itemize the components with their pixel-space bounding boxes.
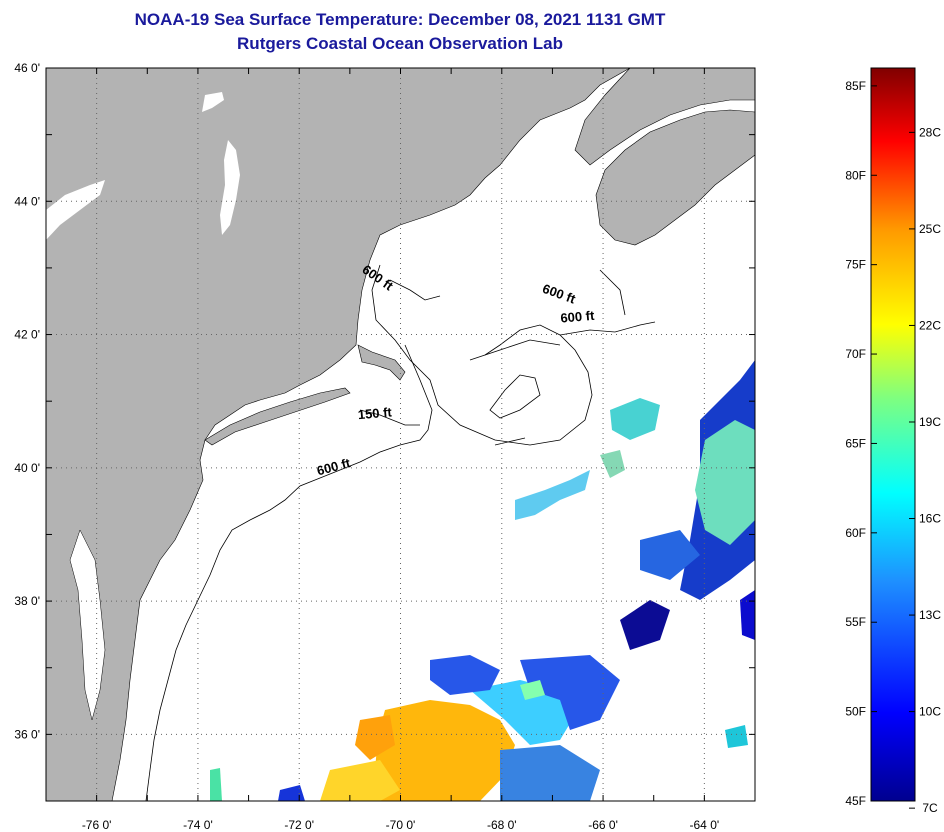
colorbar-f-label: 45F [845, 794, 866, 808]
colorbar-f-label: 65F [845, 436, 866, 450]
colorbar-c-label: 19C [919, 415, 941, 429]
colorbar-f-label: 55F [845, 615, 866, 629]
contour-depth-label: 150 ft [357, 404, 393, 422]
colorbar: 85F 80F 75F 70F 65F 60F 55F 50F 45F 28C 25C 22C 19C… [845, 67, 941, 815]
colorbar-f-label: 70F [845, 347, 866, 361]
colorbar-f-label: 50F [845, 705, 866, 719]
colorbar-c-label: 16C [919, 512, 941, 526]
lake-champlain [220, 140, 240, 235]
lon-tick-label: -66 0' [588, 818, 618, 832]
lake-ontario [46, 180, 105, 240]
land-delmarva [69, 529, 106, 721]
lon-tick-label: -68 0' [487, 818, 517, 832]
colorbar-c-label: 28C [919, 125, 941, 139]
colorbar-f-label: 60F [845, 526, 866, 540]
land-cape-cod [357, 344, 406, 381]
lat-tick-label: 46 0' [14, 61, 40, 75]
land-mainland [46, 68, 631, 801]
lat-tick-label: 42 0' [14, 328, 40, 342]
colorbar-c-label: 7C [922, 801, 938, 815]
longitude-axis: -76 0' -74 0' -72 0' -70 0' -68 0' -66 0' -64 … [45, 68, 756, 832]
colorbar-f-label: 75F [845, 258, 866, 272]
colorbar-f-label: 80F [845, 168, 866, 182]
map-title: NOAA-19 Sea Surface Temperature: Decembe… [134, 10, 666, 29]
colorbar-gradient [870, 67, 916, 802]
colorbar-celsius-labels: 28C 25C 22C 19C 16C 13C 10C 7C [909, 125, 941, 815]
lon-tick-label: -76 0' [82, 818, 112, 832]
lat-tick-label: 38 0' [14, 594, 40, 608]
lat-tick-label: 40 0' [14, 461, 40, 475]
bathymetry-contours [145, 264, 656, 801]
land-nova-scotia [595, 109, 755, 246]
lon-tick-label: -70 0' [386, 818, 416, 832]
land-long-island [204, 387, 351, 446]
land-new-brunswick [574, 68, 755, 166]
lon-tick-label: -64 0' [690, 818, 720, 832]
lat-tick-label: 36 0' [14, 727, 40, 741]
colorbar-f-label: 85F [845, 79, 866, 93]
lon-tick-label: -74 0' [183, 818, 213, 832]
colorbar-fahrenheit-labels: 85F 80F 75F 70F 65F 60F 55F 50F 45F [845, 79, 877, 808]
colorbar-c-label: 13C [919, 608, 941, 622]
lon-tick-label: -72 0' [284, 818, 314, 832]
colorbar-c-label: 25C [919, 222, 941, 236]
lat-tick-label: 44 0' [14, 194, 40, 208]
colorbar-c-label: 10C [919, 705, 941, 719]
lake-small [202, 92, 224, 112]
latitude-axis: 46 0' 44 0' 42 0' 40 0' 38 0' 36 0' [14, 61, 755, 802]
map-subtitle: Rutgers Coastal Ocean Observation Lab [237, 34, 563, 53]
sst-data-patches [210, 360, 755, 801]
colorbar-c-label: 22C [919, 318, 941, 332]
contour-depth-label: 600 ft [560, 308, 596, 326]
graticule-grid [46, 67, 755, 801]
